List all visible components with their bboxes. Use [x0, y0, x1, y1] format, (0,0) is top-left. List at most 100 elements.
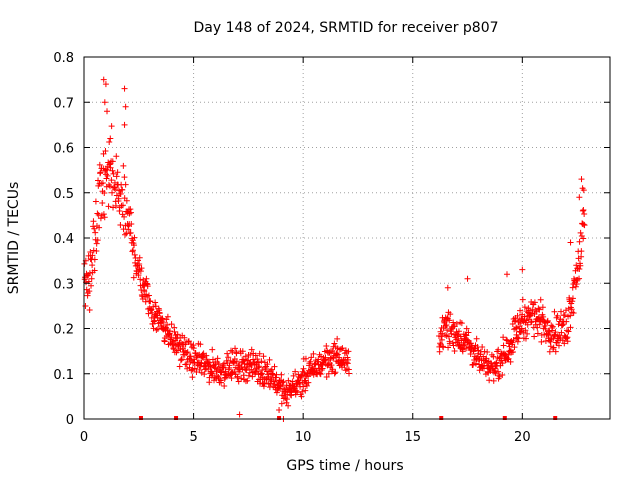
tick-label-y: 0.4 — [53, 232, 74, 247]
data-point — [168, 321, 175, 328]
data-point — [346, 370, 353, 377]
data-point — [88, 282, 95, 289]
data-point — [126, 210, 133, 217]
data-point — [540, 313, 547, 320]
data-point — [531, 333, 538, 340]
data-point — [92, 229, 99, 236]
data-point — [113, 153, 120, 160]
data-point — [119, 202, 126, 209]
data-point — [109, 167, 116, 174]
tick-label-x: 10 — [295, 430, 312, 445]
data-point — [345, 348, 352, 355]
data-point — [332, 369, 339, 376]
data-point — [121, 174, 128, 181]
data-point — [538, 338, 545, 345]
data-point — [542, 326, 549, 333]
data-point — [137, 268, 144, 275]
data-point — [334, 351, 341, 358]
data-point — [123, 197, 130, 204]
data-point — [457, 333, 464, 340]
data-point — [445, 344, 452, 351]
data-point — [177, 357, 184, 364]
data-point — [492, 370, 499, 377]
data-point — [580, 221, 587, 228]
data-point — [305, 379, 312, 386]
data-point — [299, 388, 306, 395]
data-point — [215, 360, 222, 367]
data-point — [174, 331, 181, 338]
data-point — [93, 248, 100, 255]
data-point — [224, 350, 231, 357]
data-point — [129, 248, 136, 255]
data-point — [189, 374, 196, 381]
data-point — [266, 356, 273, 363]
data-point — [136, 260, 143, 267]
data-point — [559, 337, 566, 344]
data-point — [261, 380, 268, 387]
data-point — [537, 296, 544, 303]
data-point — [197, 341, 204, 348]
data-point — [559, 322, 566, 329]
data-point — [108, 177, 115, 184]
data-point — [149, 309, 156, 316]
data-point — [300, 383, 307, 390]
data-point — [548, 322, 555, 329]
data-point — [280, 378, 287, 385]
data-point — [464, 275, 471, 282]
data-point — [278, 371, 285, 378]
data-point — [84, 272, 91, 279]
data-point — [152, 299, 159, 306]
data-point — [86, 270, 93, 277]
data-point — [193, 369, 200, 376]
data-point — [138, 265, 145, 272]
data-point — [334, 335, 341, 342]
data-point — [580, 207, 587, 214]
data-point — [573, 262, 580, 269]
data-point — [338, 346, 345, 353]
data-point — [109, 189, 116, 196]
data-point — [539, 304, 546, 311]
data-point — [102, 147, 109, 154]
data-point — [497, 354, 504, 361]
data-point — [579, 185, 586, 192]
tick-label-y: 0.2 — [53, 323, 74, 338]
data-point — [546, 348, 553, 355]
data-point — [550, 344, 557, 351]
data-point — [226, 362, 233, 369]
data-point — [209, 370, 216, 377]
data-point — [127, 206, 134, 213]
data-point — [490, 353, 497, 360]
data-point — [573, 280, 580, 287]
data-point — [91, 256, 98, 263]
data-point — [227, 357, 234, 364]
data-point — [570, 309, 577, 316]
data-point — [297, 375, 304, 382]
data-point — [256, 350, 263, 357]
data-point — [510, 337, 517, 344]
data-point — [190, 345, 197, 352]
data-point — [113, 173, 120, 180]
data-point — [308, 354, 315, 361]
data-point — [220, 360, 227, 367]
data-point — [130, 274, 137, 281]
data-point — [577, 229, 584, 236]
data-point — [235, 378, 242, 385]
data-point — [290, 372, 297, 379]
data-point — [119, 186, 126, 193]
data-point — [504, 337, 511, 344]
data-point — [181, 334, 188, 341]
data-point — [316, 370, 323, 377]
data-point — [266, 384, 273, 391]
data-point — [201, 371, 208, 378]
data-point — [176, 363, 183, 370]
data-point — [576, 238, 583, 245]
data-point — [329, 366, 336, 373]
data-point — [567, 239, 574, 246]
data-point — [89, 252, 96, 259]
data-point — [267, 367, 274, 374]
data-point — [175, 343, 182, 350]
data-point — [490, 377, 497, 384]
data-point — [544, 317, 551, 324]
data-point — [522, 335, 529, 342]
